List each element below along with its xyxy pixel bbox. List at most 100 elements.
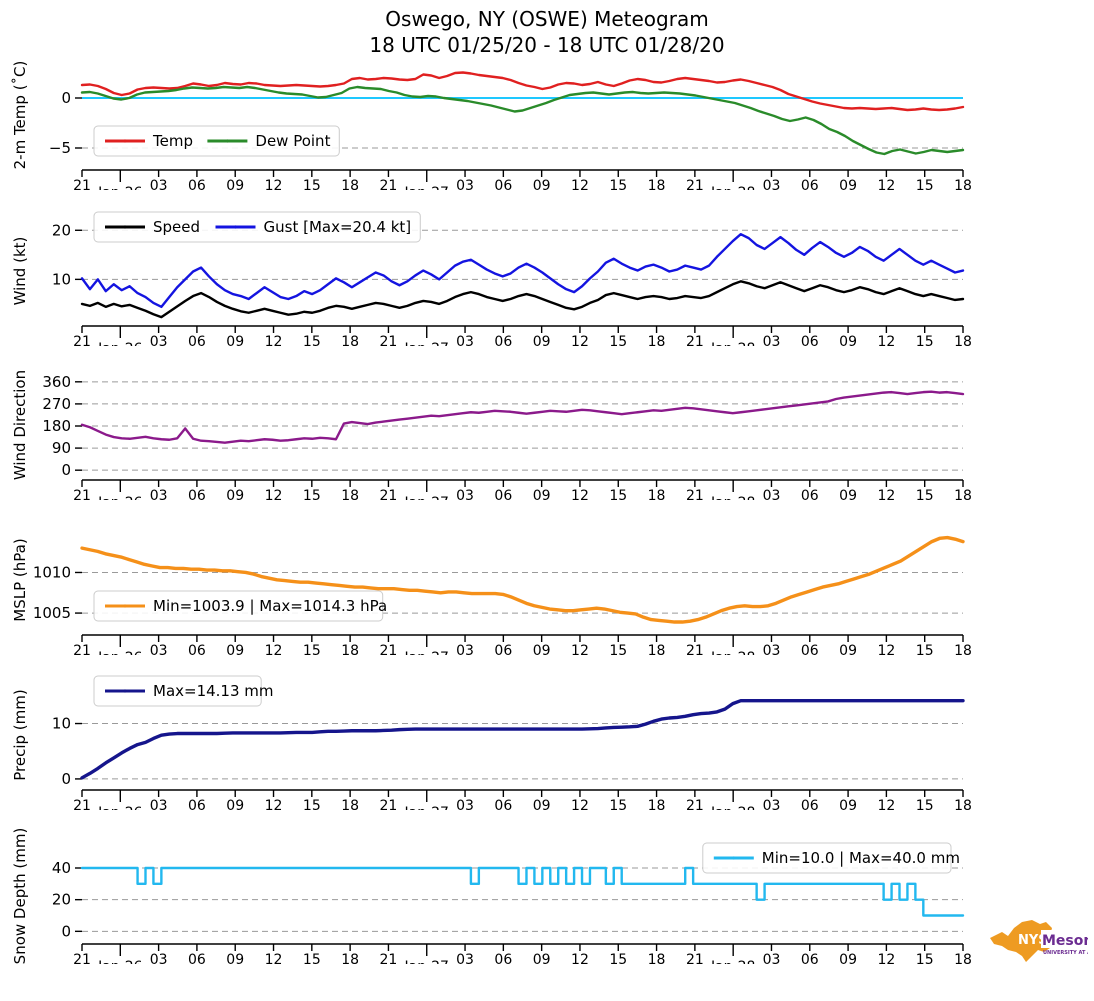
x-tick-label: 03 <box>150 334 168 346</box>
x-tick-label: 06 <box>188 952 206 964</box>
plot-temp: 0 −5 21 Jan-26 03 06 09 12 15 18 21 Jan-27 03 06 09 12 1… <box>49 71 972 190</box>
x-tick-label: 15 <box>609 798 627 810</box>
plot-wind: 10 20 21 Jan-26 03 06 09 12 15 18 21 Jan-27 03 06 09 12… <box>52 211 972 346</box>
panel-precip: Precip (mm) 0 10 21 Jan-26 03 06 09 12 15 18 21 Jan-… <box>0 656 1094 810</box>
y-tick-label: 10 <box>52 270 71 288</box>
x-tick-label: 06 <box>494 643 512 655</box>
x-tick-label: 12 <box>571 643 589 655</box>
x-tick-label: 21 <box>686 643 704 655</box>
x-tick-label: 03 <box>763 643 781 655</box>
x-tick-label: 03 <box>763 798 781 810</box>
y-tick-label: 10 <box>52 715 71 733</box>
x-tick-label: 06 <box>494 952 512 964</box>
x-tick-label: 09 <box>839 798 857 810</box>
x-tick-label: 06 <box>494 334 512 346</box>
x-tick-label: 15 <box>916 334 934 346</box>
legend-precip: Max=14.13 mm <box>93 675 274 707</box>
x-tick-label: 09 <box>226 488 244 500</box>
x-tick-label: 03 <box>456 798 474 810</box>
x-tick-label: 06 <box>188 798 206 810</box>
x-tick-label: Jan-26 <box>97 805 143 810</box>
plot-snow_depth: 0 20 40 21 Jan-26 03 06 09 12 15 18 21 Jan-27 03 06 09 1… <box>52 842 972 964</box>
panel-wind: Wind (kt) 10 20 21 Jan-26 03 06 09 12 15 18 21 Jan-2… <box>0 192 1094 346</box>
x-tick-label: 21 <box>380 643 398 655</box>
yaxis-label-wind_direction: Wind Direction <box>11 369 29 481</box>
x-tick-label: 21 <box>380 334 398 346</box>
x-tick-label: 12 <box>571 952 589 964</box>
x-tick-label: 18 <box>648 488 666 500</box>
x-tick-label: 06 <box>801 952 819 964</box>
panel-mslp: MSLP (hPa)1005 1010 21 Jan-26 03 06 09 12 15 18 21… <box>0 501 1094 655</box>
x-tick-label: 12 <box>265 798 283 810</box>
x-tick-label: 12 <box>877 334 895 346</box>
x-tick-label: 03 <box>456 334 474 346</box>
x-tick-label: 12 <box>571 334 589 346</box>
x-tick-label: 21 <box>73 178 91 190</box>
x-tick-label: 06 <box>494 488 512 500</box>
x-tick-label: Jan-27 <box>404 805 449 810</box>
y-tick-label: 1010 <box>33 563 71 581</box>
x-tick-label: 09 <box>839 952 857 964</box>
x-tick-label: 21 <box>686 178 704 190</box>
x-tick-label: 18 <box>341 952 359 964</box>
y-tick-label: 0 <box>61 770 71 788</box>
legend-box <box>93 675 262 707</box>
y-tick-label: −5 <box>49 139 71 157</box>
x-tick-label: 06 <box>188 488 206 500</box>
y-tick-label: 0 <box>61 461 71 479</box>
series-mslp <box>80 535 965 624</box>
x-tick-label: 12 <box>571 178 589 190</box>
plot-mslp: 1005 1010 21 Jan-26 03 06 09 12 15 18 21 Jan-27 03 06… <box>33 535 972 655</box>
x-tick-label: 21 <box>686 334 704 346</box>
x-tick-label: 09 <box>533 488 551 500</box>
x-tick-label: 03 <box>763 334 781 346</box>
legend-label: Temp <box>152 132 193 150</box>
x-tick-label: 21 <box>686 488 704 500</box>
x-tick-label: 15 <box>303 798 321 810</box>
logo-mesonet-text: Mesonet <box>1042 933 1088 949</box>
x-tick-label: 18 <box>341 488 359 500</box>
x-tick-label: 09 <box>533 952 551 964</box>
yaxis-label-temp: 2-m Temp (˚C) <box>11 60 29 170</box>
legend-marker <box>123 139 127 143</box>
x-tick-label: 12 <box>877 798 895 810</box>
x-tick-label: 09 <box>226 643 244 655</box>
yaxis-label-wind: Wind (kt) <box>11 236 29 306</box>
x-tick-label: 09 <box>533 334 551 346</box>
x-tick-label: 06 <box>801 643 819 655</box>
y-tick-label: 270 <box>42 395 71 413</box>
legend-box <box>93 211 421 243</box>
x-tick-label: Jan-27 <box>404 341 449 346</box>
legend-wind: Speed Gust [Max=20.4 kt] <box>93 211 421 243</box>
x-tick-label: Jan-28 <box>710 805 755 810</box>
x-tick-label: 06 <box>494 178 512 190</box>
x-tick-label: 12 <box>265 488 283 500</box>
plot-precip: 0 10 21 Jan-26 03 06 09 12 15 18 21 Jan-27 03 06 09 12 1… <box>52 675 972 810</box>
logo-text-backdrop <box>1041 930 1087 948</box>
y-tick-label: 360 <box>42 373 71 391</box>
x-tick-label: Jan-26 <box>97 650 143 655</box>
x-tick-label: 18 <box>341 178 359 190</box>
x-tick-label: 03 <box>150 178 168 190</box>
x-tick-label: 15 <box>303 643 321 655</box>
x-tick-label: 18 <box>648 643 666 655</box>
series-gust <box>80 233 965 309</box>
x-tick-label: 09 <box>533 643 551 655</box>
x-tick-label: 06 <box>801 488 819 500</box>
series-speed <box>80 280 965 319</box>
x-tick-label: 12 <box>877 178 895 190</box>
x-tick-label: 12 <box>571 798 589 810</box>
legend-marker <box>233 225 238 229</box>
x-tick-label: 03 <box>456 178 474 190</box>
x-tick-label: 18 <box>954 178 972 190</box>
x-tick-label: 06 <box>801 334 819 346</box>
title-line-1: Oswego, NY (OSWE) Meteogram <box>385 7 709 31</box>
legend-label: Speed <box>153 218 200 236</box>
x-tick-label: 18 <box>648 798 666 810</box>
legend-box <box>93 590 384 622</box>
yaxis-label-precip: Precip (mm) <box>11 689 29 781</box>
x-tick-label: 15 <box>609 334 627 346</box>
x-tick-label: 15 <box>916 643 934 655</box>
legend-label: Gust [Max=20.4 kt] <box>264 218 412 236</box>
x-tick-label: 18 <box>954 798 972 810</box>
